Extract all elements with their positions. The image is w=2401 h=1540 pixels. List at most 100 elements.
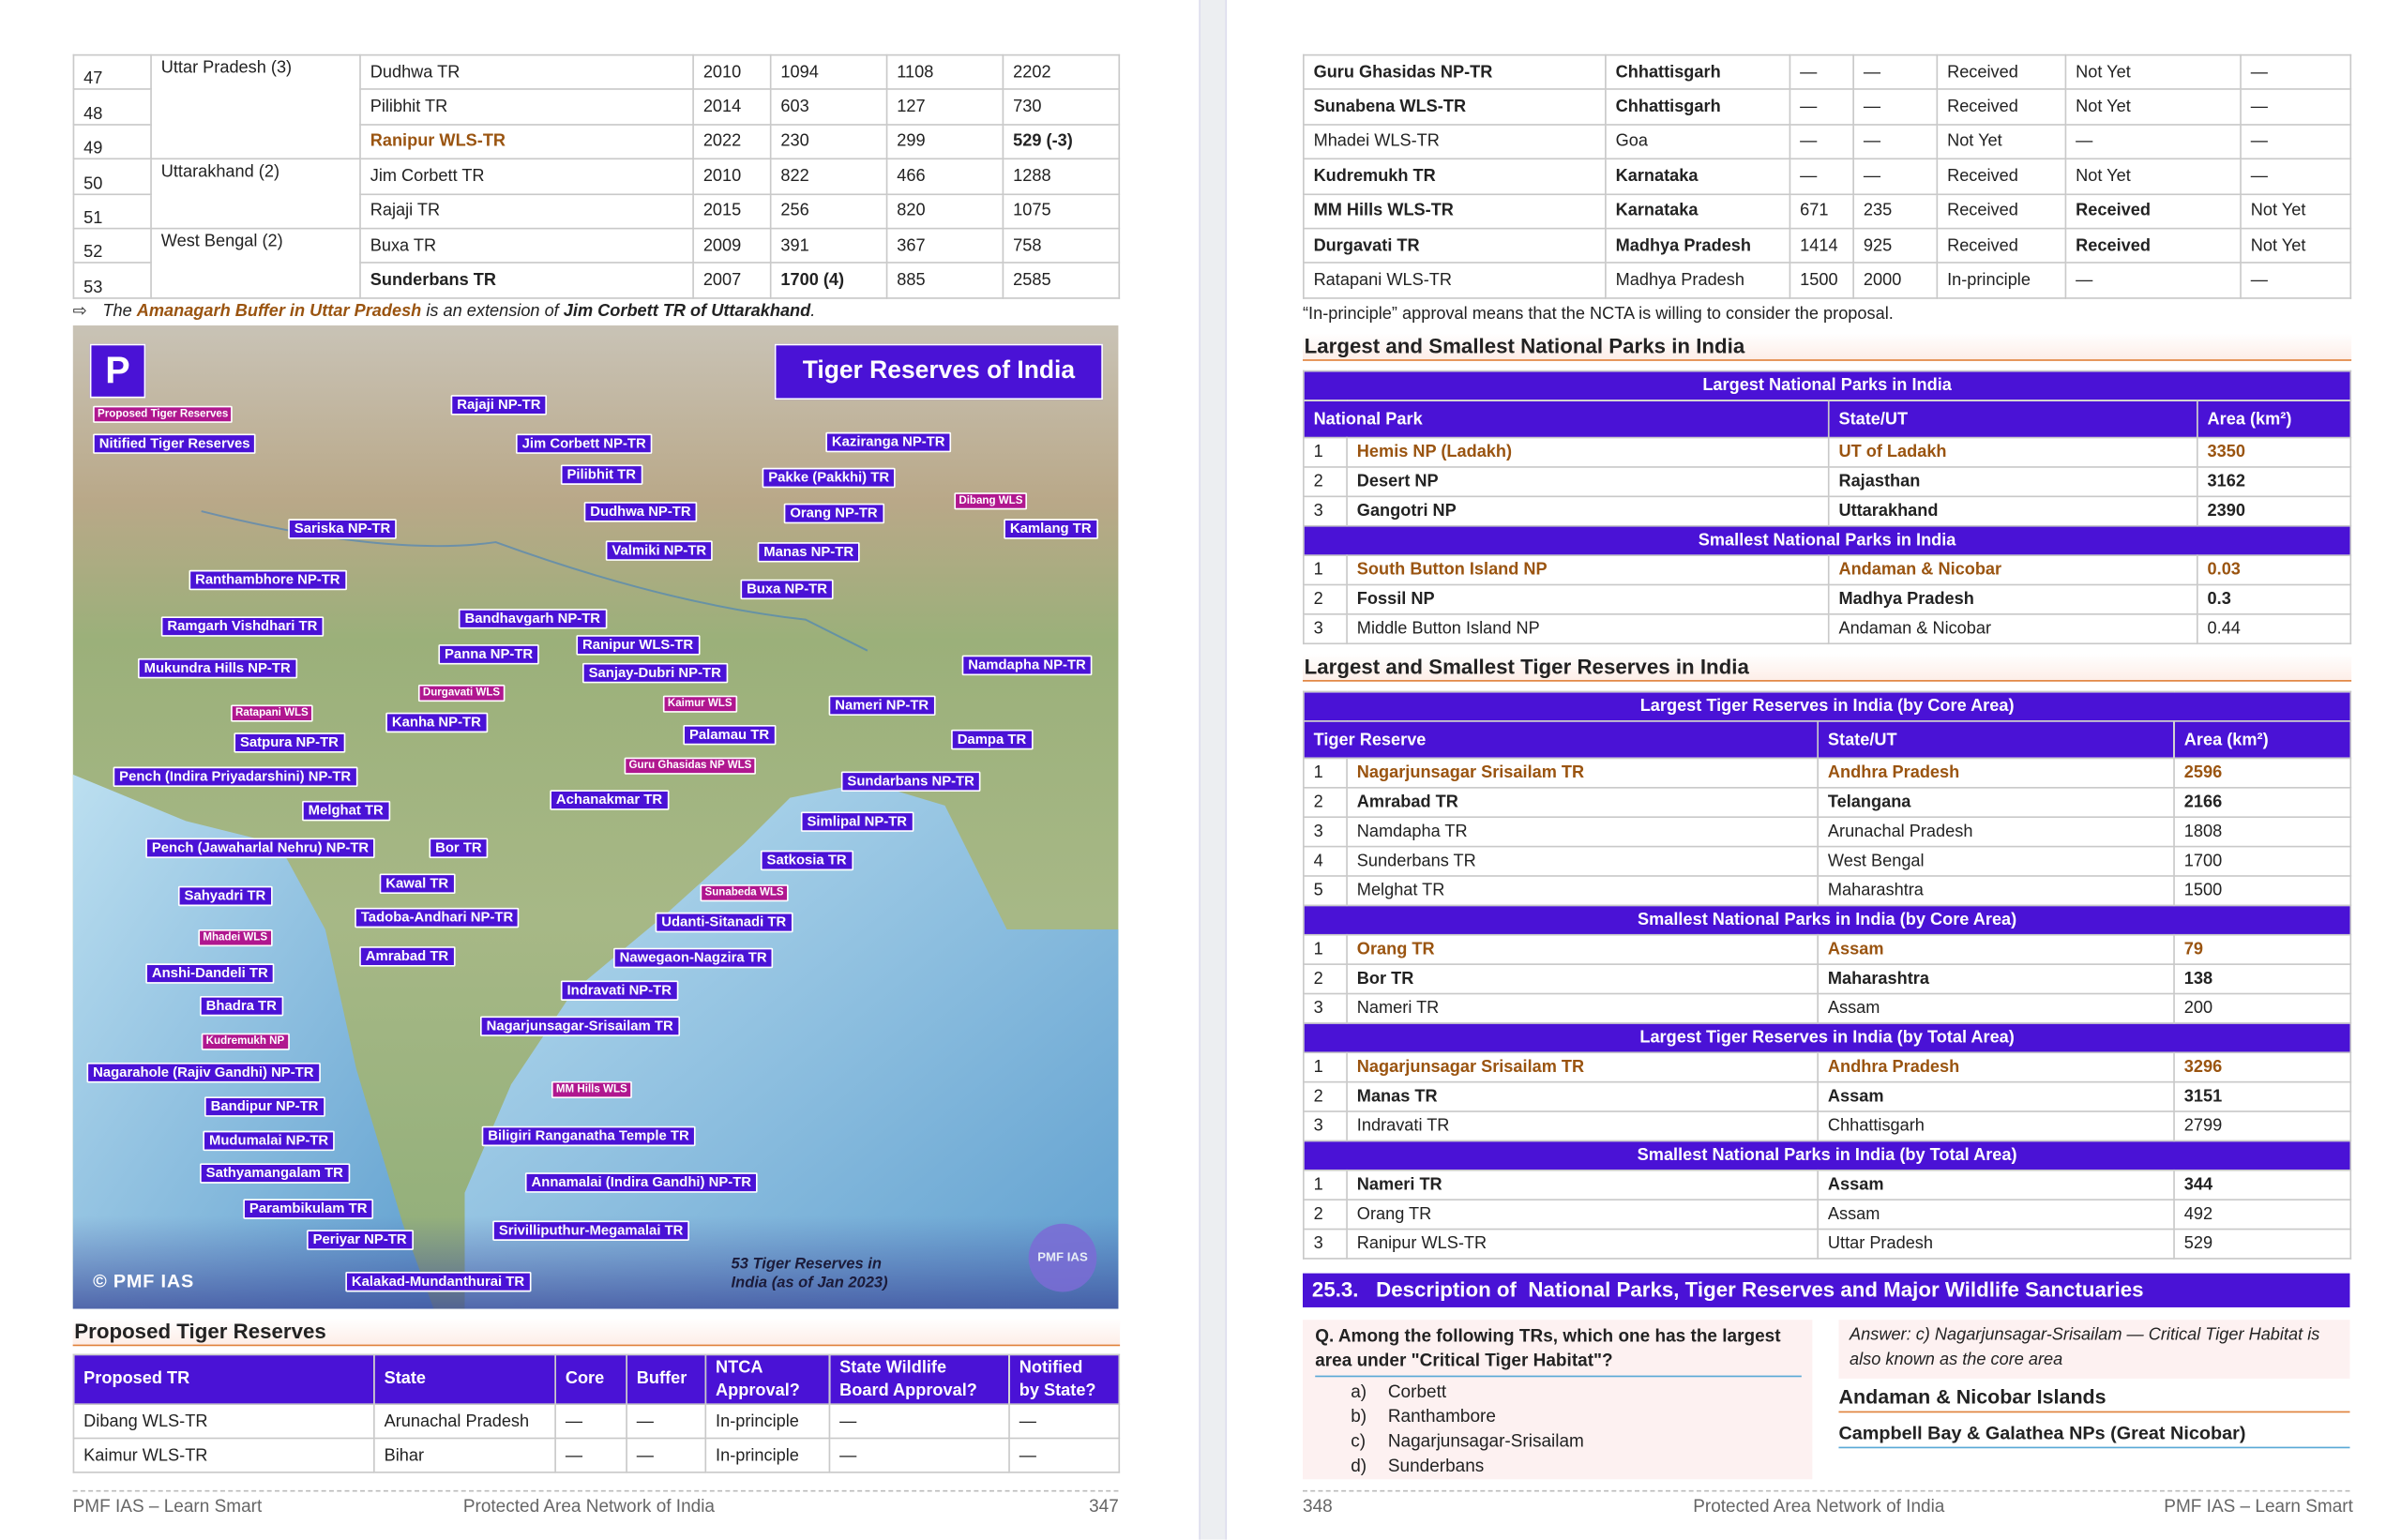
question-text: Q. Among the following TRs, which one ha… xyxy=(1315,1324,1802,1378)
table-cell: 2596 xyxy=(2173,757,2352,789)
table-cell: — xyxy=(1789,123,1854,160)
table-cell: — xyxy=(626,1437,707,1473)
table-cell: Nagarjunsagar Srisailam TR xyxy=(1346,757,1819,789)
table-cell: Bor TR xyxy=(1346,963,1819,995)
table-cell: 138 xyxy=(2173,963,2352,995)
map-label: MM Hills WLS xyxy=(551,1080,632,1098)
section-heading: Largest and Smallest National Parks in I… xyxy=(1303,333,2352,361)
map-label: Satkosia TR xyxy=(760,850,853,871)
table-row: Durgavati TR Madhya Pradesh 1414 925 Receive… xyxy=(1303,227,2352,264)
map-label: Bor TR xyxy=(429,838,489,858)
table-cell: Nameri TR xyxy=(1346,1169,1819,1200)
map-label: Kawal TR xyxy=(379,873,455,894)
table-cell: Assam xyxy=(1817,933,2175,965)
table-row: 1 Nameri TR Assam 344 xyxy=(1303,1169,2352,1200)
header-row: National Park State/UT Area (km²) xyxy=(1303,400,2352,439)
table-cell: — xyxy=(1789,88,1854,126)
section-heading: Proposed Tiger Reserves xyxy=(72,1318,1121,1347)
table-row: 1 Orang TR Assam 79 xyxy=(1303,933,2352,965)
column-header: NTCA Approval? xyxy=(704,1353,831,1406)
footer-text: 348 xyxy=(1303,1498,1333,1517)
table-cell: 2022 xyxy=(692,123,772,160)
map-label: Biligiri Ranganatha Temple TR xyxy=(481,1125,696,1147)
row-number: 53 xyxy=(72,262,152,299)
rank: 2 xyxy=(1303,963,1348,995)
table-cell: — xyxy=(828,1403,1010,1440)
rank: 1 xyxy=(1303,1169,1348,1200)
map-label: Mukundra Hills NP-TR xyxy=(137,657,297,679)
table-title-row: Smallest National Parks in India (by Tot… xyxy=(1303,1140,2352,1171)
map-label: Nitified Tiger Reserves xyxy=(93,433,257,454)
table-cell: MM Hills WLS-TR xyxy=(1303,192,1607,230)
map-label: Nagarahole (Rajiv Gandhi) NP-TR xyxy=(86,1063,321,1083)
section-heading: Largest and Smallest Tiger Reserves in I… xyxy=(1303,653,2352,682)
map-label: Kaimur WLS xyxy=(662,695,737,713)
table-cell: Received xyxy=(1936,53,2067,91)
option-text: Sunderbans xyxy=(1387,1457,1485,1476)
table-cell: — xyxy=(554,1437,627,1473)
column-header: National Park xyxy=(1303,400,1830,439)
table-cell: Not Yet xyxy=(2240,227,2352,264)
footer-text: Protected Area Network of India xyxy=(1693,1498,1945,1517)
state-cell: Uttarakhand (2) xyxy=(150,158,361,230)
table-cell: 256 xyxy=(769,192,888,230)
map-copyright: © PMF IAS xyxy=(93,1270,195,1292)
state-cell: Uttar Pradesh (3) xyxy=(150,53,361,160)
table-cell: Assam xyxy=(1817,1199,2175,1230)
table-title: Smallest National Parks in India (by Cor… xyxy=(1303,904,2352,936)
footer-text: PMF IAS – Learn Smart xyxy=(2164,1498,2353,1517)
table-title-row: Largest Tiger Reserves in India (by Tota… xyxy=(1303,1022,2352,1054)
table-cell: Karnataka xyxy=(1605,192,1791,230)
table-cell: Andaman & Nicobar xyxy=(1827,554,2198,586)
header-line: Board Approval? xyxy=(839,1381,977,1400)
table-title: Largest National Parks in India xyxy=(1303,370,2352,401)
answer-box: Answer: c) Nagarjunsagar-Srisailam — Cri… xyxy=(1838,1320,2350,1379)
table-cell: — xyxy=(1008,1437,1121,1473)
table-cell: Received xyxy=(1936,192,2067,230)
table-cell: Assam xyxy=(1817,1080,2175,1112)
map-label: Sathyamangalam TR xyxy=(200,1163,350,1184)
table-row: 3 Gangotri NP Uttarakhand 2390 xyxy=(1303,495,2352,527)
table-cell: — xyxy=(2240,158,2352,195)
table-cell: — xyxy=(2240,262,2352,299)
table-cell: 2390 xyxy=(2196,495,2352,527)
table-cell: Manas TR xyxy=(1346,1080,1819,1112)
table-cell: Dudhwa TR xyxy=(359,53,694,91)
table-cell: 2166 xyxy=(2173,787,2352,819)
table-row: Kaimur WLS-TR Bihar — — In-principle — — xyxy=(72,1437,1121,1473)
table-row: 5 Melghat TR Maharashtra 1500 xyxy=(1303,875,2352,907)
rank: 3 xyxy=(1303,1110,1348,1142)
table-cell: Orang TR xyxy=(1346,1199,1819,1230)
table-row: 2 Fossil NP Madhya Pradesh 0.3 xyxy=(1303,583,2352,615)
column-header: Proposed TR xyxy=(72,1353,375,1406)
column-header: Core xyxy=(554,1353,627,1406)
map-label: Kalakad-Mundanthurai TR xyxy=(345,1271,531,1292)
table-title: Smallest National Parks in India (by Tot… xyxy=(1303,1140,2352,1171)
table-cell: 1500 xyxy=(1789,262,1854,299)
table-cell: Maharashtra xyxy=(1817,963,2175,995)
map-label: Kaziranga NP-TR xyxy=(825,431,952,453)
table-row: 47 Uttar Pradesh (3) Dudhwa TR 2010 1094 1108… xyxy=(72,53,1121,160)
ranking-table: Largest Tiger Reserves in India (by Core… xyxy=(1303,690,2352,1260)
map-label: Panna NP-TR xyxy=(438,644,539,665)
table-cell: Ranipur WLS-TR xyxy=(359,123,694,160)
table-cell: Uttarakhand xyxy=(1827,495,2198,527)
table-cell: 1700 xyxy=(2173,845,2352,877)
rank: 1 xyxy=(1303,436,1348,468)
header-line: Core xyxy=(565,1369,605,1388)
tiger-reserve-map: P Tiger Reserves of India © PMF IAS 53 T… xyxy=(72,325,1119,1309)
table-row: 2 Desert NP Rajasthan 3162 xyxy=(1303,466,2352,498)
table-cell: 2000 xyxy=(1852,262,1939,299)
column-header: State/UT xyxy=(1817,719,2175,760)
table-cell: 3296 xyxy=(2173,1051,2352,1083)
table-row: 50 Uttarakhand (2) Jim Corbett TR 2010 822 46… xyxy=(72,158,1121,230)
table-cell: Sunderbans TR xyxy=(359,262,694,299)
table-cell: — xyxy=(2064,123,2242,160)
rank: 4 xyxy=(1303,845,1348,877)
table-cell: 925 xyxy=(1852,227,1939,264)
map-label: Indravati NP-TR xyxy=(560,980,678,1001)
table-cell: 3162 xyxy=(2196,466,2352,498)
column-header: Area (km²) xyxy=(2196,400,2352,439)
map-label: Valmiki NP-TR xyxy=(605,540,713,561)
map-label: Ranipur WLS-TR xyxy=(576,635,700,656)
